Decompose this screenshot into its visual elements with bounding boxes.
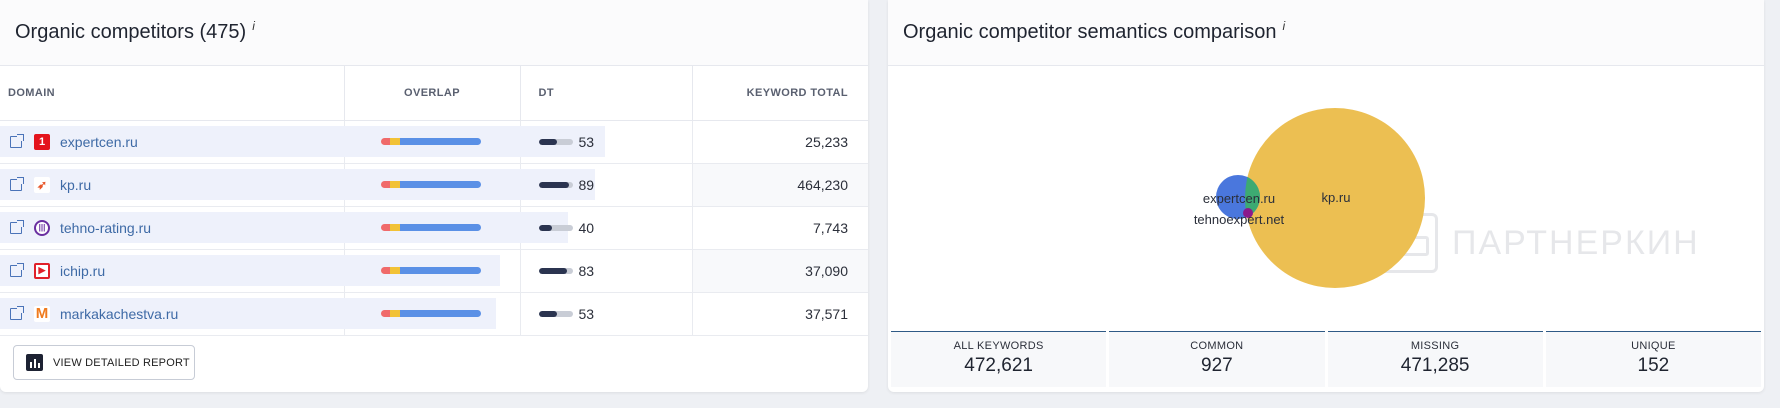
favicon-icon: ||| [34,219,50,236]
dt-bar [538,181,573,188]
dt-value: 40 [578,219,595,236]
card-header: Organic competitors (475) i [0,0,868,66]
domain-cell: ||| tehno-rating.ru [0,206,568,249]
stat-label: MISSING [1410,340,1460,352]
stat-value: 471,285 [1400,355,1470,376]
keyword-stats: ALL KEYWORDS 472,621 COMMON 927 MISSING … [891,331,1761,387]
table-row[interactable]: M markakachestva.ru 53 37,571 [0,292,868,335]
bar-chart-icon [26,354,43,371]
dt-value: 53 [578,133,595,150]
dt-value: 83 [578,262,595,279]
keyword-total-cell: 464,230 [692,163,868,206]
keyword-total-cell: 37,571 [805,305,848,322]
info-icon[interactable]: i [1282,18,1286,33]
external-link-icon[interactable] [10,133,24,148]
stat-label: COMMON [1190,340,1244,352]
stat-label: ALL KEYWORDS [953,340,1044,352]
overlap-cell [344,120,521,163]
venn-diagram: expertcen.ru tehnoexpert.net kp.ru [1194,108,1425,288]
stat-label: UNIQUE [1631,340,1676,352]
dt-value: 89 [578,176,595,193]
external-link-icon[interactable] [10,176,24,191]
view-detailed-report-button[interactable]: VIEW DETAILED REPORT [13,345,195,380]
column-header-domain[interactable]: DOMAIN [0,66,345,120]
table-header-row: DOMAIN OVERLAP DT KEYWORD TOTAL [0,66,868,120]
dt-bar [538,310,573,317]
competitors-table: DOMAIN OVERLAP DT KEYWORD TOTAL 1 expert… [0,66,868,336]
venn-label-expertcen: expertcen.ru [1203,191,1275,206]
domain-link[interactable]: tehno-rating.ru [60,219,152,236]
favicon-icon: M [34,305,50,322]
domain-link[interactable]: expertcen.ru [60,133,138,150]
overlap-bar[interactable] [380,181,481,188]
domain-cell: 1 expertcen.ru [0,120,605,163]
favicon-icon: 1 [34,133,50,150]
report-button-label: VIEW DETAILED REPORT [53,356,190,369]
stat-missing: MISSING 471,285 [1327,331,1543,387]
column-header-dt[interactable]: DT [520,66,693,120]
stat-value: 472,621 [964,355,1033,376]
column-header-overlap[interactable]: OVERLAP [344,66,521,120]
dt-bar [538,224,573,231]
external-link-icon[interactable] [10,262,24,277]
column-header-keyword-total[interactable]: KEYWORD TOTAL [746,86,848,99]
favicon-icon: ▶ [34,262,50,279]
domain-cell: ➶ kp.ru [0,163,596,206]
dt-cell: 40 [520,206,693,249]
watermark-text: ПАРТНЕРКИН [1452,223,1700,262]
organic-competitors-card: Organic competitors (475) i DOMAIN OVERL… [0,0,868,392]
table-row[interactable]: ➶ kp.ru 89 464,230 [0,163,868,206]
keyword-total-cell: 25,233 [805,133,848,150]
venn-label-tehnoexpert: tehnoexpert.net [1194,212,1285,227]
table-row[interactable]: 1 expertcen.ru 53 25,233 [0,120,868,163]
stat-unique: UNIQUE 152 [1545,331,1761,387]
overlap-bar[interactable] [380,267,481,274]
dt-bar [538,267,573,274]
keyword-total-cell: 37,090 [692,249,868,292]
card-title: Organic competitor semantics comparison [903,21,1277,43]
domain-link[interactable]: markakachestva.ru [60,305,179,322]
keyword-total-cell: 7,743 [812,219,848,236]
stat-all-keywords: ALL KEYWORDS 472,621 [891,331,1107,387]
overlap-cell [344,292,521,335]
table-row[interactable]: ▶ ichip.ru 83 37,090 [0,249,868,292]
card-title: Organic competitors (475) [15,21,247,43]
dt-bar [538,138,573,145]
dt-cell: 53 [520,120,693,163]
domain-link[interactable]: ichip.ru [60,262,106,279]
venn-intersection-common [1245,175,1260,219]
external-link-icon[interactable] [10,305,24,320]
overlap-bar[interactable] [380,138,481,145]
dt-cell: 89 [520,163,693,206]
dt-cell: 53 [520,292,693,335]
favicon-icon: ➶ [34,176,50,193]
domain-cell: M markakachestva.ru [0,292,497,335]
card-header: Organic competitor semantics comparison … [888,0,1764,66]
table-row[interactable]: ||| tehno-rating.ru 40 7,743 [0,206,868,249]
overlap-bar[interactable] [380,310,481,317]
venn-circle-kp[interactable] [1245,108,1425,288]
overlap-bar[interactable] [380,224,481,231]
domain-cell: ▶ ichip.ru [0,249,500,292]
domain-link[interactable]: kp.ru [60,176,92,193]
external-link-icon[interactable] [10,219,24,234]
stat-value: 152 [1637,355,1670,376]
overlap-cell [344,163,521,206]
dt-cell: 83 [520,249,693,292]
venn-circle-tehnoexpert[interactable] [1243,208,1253,218]
semantics-comparison-card: Organic competitor semantics comparison … [888,0,1764,392]
info-icon[interactable]: i [252,18,255,33]
stat-common: COMMON 927 [1109,331,1325,387]
overlap-cell [344,249,521,292]
stat-value: 927 [1201,355,1233,376]
venn-label-kp: kp.ru [1322,190,1351,205]
overlap-cell [344,206,521,249]
dt-value: 53 [578,305,595,322]
